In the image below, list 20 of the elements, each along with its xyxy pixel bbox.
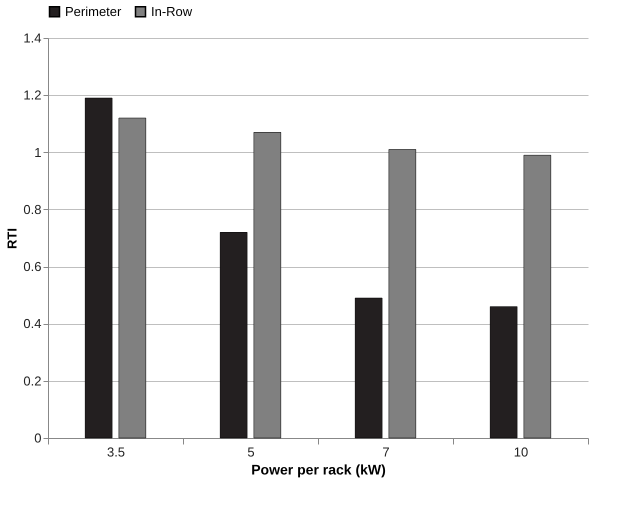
- y-tick-label: 0: [34, 430, 42, 446]
- x-tick-label: 3.5: [106, 444, 126, 460]
- y-axis-title: RTI: [4, 228, 20, 249]
- y-tick-label: 0.2: [23, 373, 42, 388]
- y-tick-label: 0.8: [23, 202, 42, 217]
- x-axis-title: Power per rack (kW): [251, 462, 386, 478]
- x-tick-label: 5: [247, 444, 255, 460]
- y-tick-label: 1.4: [23, 30, 42, 46]
- y-tick-label: 1: [34, 144, 42, 160]
- x-tick-label: 10: [514, 444, 528, 460]
- y-tick-label: 0.4: [23, 316, 42, 332]
- legend-label: In-Row: [151, 4, 193, 19]
- y-tick-label: 1.2: [23, 88, 42, 103]
- legend-label: Perimeter: [65, 4, 122, 19]
- bar: [354, 298, 382, 438]
- bar: [490, 306, 518, 438]
- x-tick-label: 7: [382, 444, 390, 460]
- bar: [220, 232, 248, 438]
- y-tick-label: 0.6: [23, 259, 42, 274]
- bar: [84, 98, 112, 438]
